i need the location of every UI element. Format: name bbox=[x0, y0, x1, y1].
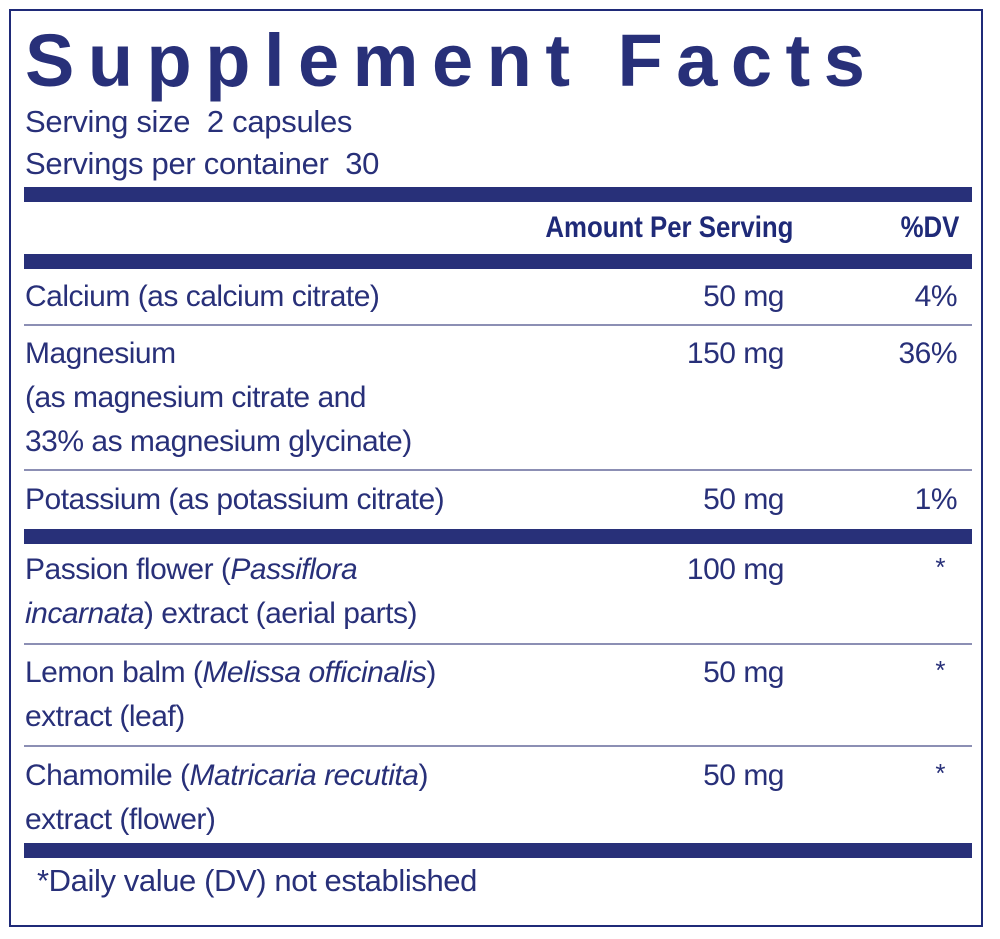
row-divider bbox=[24, 745, 972, 747]
servings-per-container-label: Servings per container bbox=[25, 146, 329, 181]
ingredient-part: extract (leaf) bbox=[25, 700, 185, 733]
nutrient-name: Magnesium bbox=[25, 337, 176, 370]
ingredient-common-name: Chamomile ( bbox=[25, 759, 190, 792]
ingredient-name: Passion flower (Passiflora bbox=[25, 548, 358, 592]
thick-divider bbox=[24, 529, 972, 544]
thick-divider bbox=[24, 843, 972, 858]
nutrient-dv: 36% bbox=[898, 337, 957, 370]
ingredient-common-name: Passion flower ( bbox=[25, 553, 231, 586]
serving-size-label: Serving size bbox=[25, 104, 191, 139]
ingredient-dv: * bbox=[935, 758, 945, 788]
footnote: *Daily value (DV) not established bbox=[37, 863, 477, 898]
nutrient-amount: 50 mg bbox=[703, 280, 784, 313]
column-header-dv: %DV bbox=[900, 211, 959, 244]
ingredient-common-name: Lemon balm ( bbox=[25, 656, 203, 689]
supplement-facts-panel: Supplement Facts Serving size 2 capsules… bbox=[9, 9, 983, 927]
ingredient-amount: 50 mg bbox=[703, 656, 784, 689]
ingredient-amount: 50 mg bbox=[703, 759, 784, 792]
nutrient-source: (as magnesium citrate and bbox=[25, 381, 367, 414]
row-divider bbox=[24, 643, 972, 645]
ingredient-amount: 100 mg bbox=[686, 553, 785, 586]
ingredient-part: ) extract (aerial parts) bbox=[143, 597, 418, 630]
ingredient-latin-name: Matricaria recutita bbox=[189, 759, 419, 792]
ingredient-latin-name: incarnata bbox=[25, 597, 144, 630]
ingredient-dv: * bbox=[935, 552, 945, 582]
nutrient-name: Potassium (as potassium citrate) bbox=[25, 483, 445, 516]
nutrient-amount: 150 mg bbox=[686, 337, 785, 370]
thick-divider bbox=[24, 187, 972, 202]
serving-size: Serving size 2 capsules bbox=[25, 104, 352, 140]
nutrient-amount: 50 mg bbox=[703, 483, 784, 516]
ingredient-latin-name: Melissa officinalis bbox=[202, 656, 427, 689]
ingredient-name: Lemon balm (Melissa officinalis) bbox=[25, 651, 436, 695]
servings-per-container-value: 30 bbox=[345, 146, 380, 181]
column-header-amount: Amount Per Serving bbox=[544, 211, 793, 244]
nutrient-source: 33% as magnesium glycinate) bbox=[25, 425, 412, 458]
ingredient-dv: * bbox=[935, 655, 945, 685]
ingredient-name-line2: incarnata) extract (aerial parts) bbox=[25, 592, 418, 636]
ingredient-part: extract (flower) bbox=[25, 803, 216, 836]
nutrient-dv: 1% bbox=[914, 483, 958, 516]
paren-close: ) bbox=[426, 656, 436, 689]
nutrient-dv: 4% bbox=[914, 280, 958, 313]
row-divider bbox=[24, 469, 972, 471]
panel-title: Supplement Facts bbox=[25, 19, 879, 102]
servings-per-container: Servings per container 30 bbox=[25, 146, 379, 182]
nutrient-name: Calcium (as calcium citrate) bbox=[25, 280, 380, 313]
ingredient-latin-name: Passiflora bbox=[230, 553, 358, 586]
serving-size-value: 2 capsules bbox=[206, 104, 353, 139]
ingredient-name: Chamomile (Matricaria recutita) bbox=[25, 754, 428, 798]
thick-divider bbox=[24, 254, 972, 269]
paren-close: ) bbox=[418, 759, 428, 792]
row-divider bbox=[24, 324, 972, 326]
